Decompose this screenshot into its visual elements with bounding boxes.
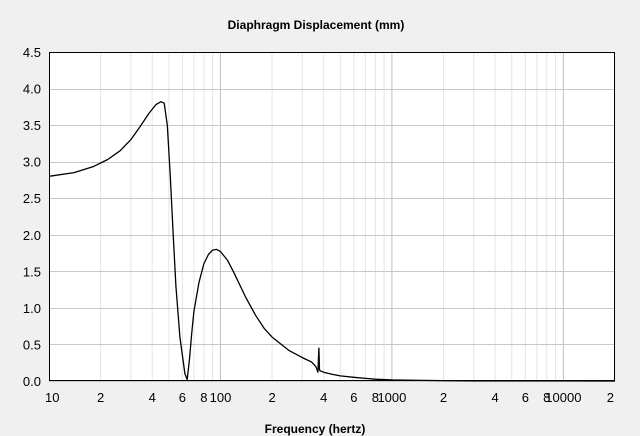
y-tick-label: 4.0: [23, 82, 41, 97]
x-axis-label: Frequency (hertz): [265, 422, 366, 436]
x-tick-label: 10000: [545, 390, 581, 405]
y-tick-label: 2.0: [23, 228, 41, 243]
y-tick-label: 0.5: [23, 337, 41, 352]
x-tick-label: 2: [607, 390, 614, 405]
x-tick-label: 2: [97, 390, 104, 405]
chart-title: Diaphragm Displacement (mm): [228, 18, 405, 32]
x-tick-label: 4: [149, 390, 156, 405]
y-tick-label: 1.5: [23, 264, 41, 279]
y-tick-label: 3.0: [23, 155, 41, 170]
x-tick-label: 8: [543, 390, 550, 405]
y-tick-label: 3.5: [23, 118, 41, 133]
x-tick-label: 6: [522, 390, 529, 405]
y-tick-label: 2.5: [23, 191, 41, 206]
x-tick-label: 8: [372, 390, 379, 405]
x-tick-label: 1000: [377, 390, 406, 405]
y-tick-label: 0.0: [23, 374, 41, 389]
x-tick-label: 4: [492, 390, 499, 405]
y-tick-label: 4.5: [23, 45, 41, 60]
series-group: [48, 101, 616, 382]
x-tick-label: 4: [320, 390, 327, 405]
series-line: [48, 101, 616, 382]
x-tick-label: 2: [440, 390, 447, 405]
x-tick-label: 8: [200, 390, 207, 405]
x-tick-label: 6: [350, 390, 357, 405]
x-tick-label: 100: [210, 390, 232, 405]
y-tick-label: 1.0: [23, 301, 41, 316]
x-tick-label: 6: [179, 390, 186, 405]
y-axis-ticks: 0.0 0.5 1.0 1.5 2.0 2.5 3.0 3.5 4.0 4.5: [23, 45, 41, 389]
plot-area: [49, 52, 615, 381]
x-tick-label: 10: [45, 390, 59, 405]
plot-border: [49, 52, 615, 381]
x-tick-label: 2: [268, 390, 275, 405]
